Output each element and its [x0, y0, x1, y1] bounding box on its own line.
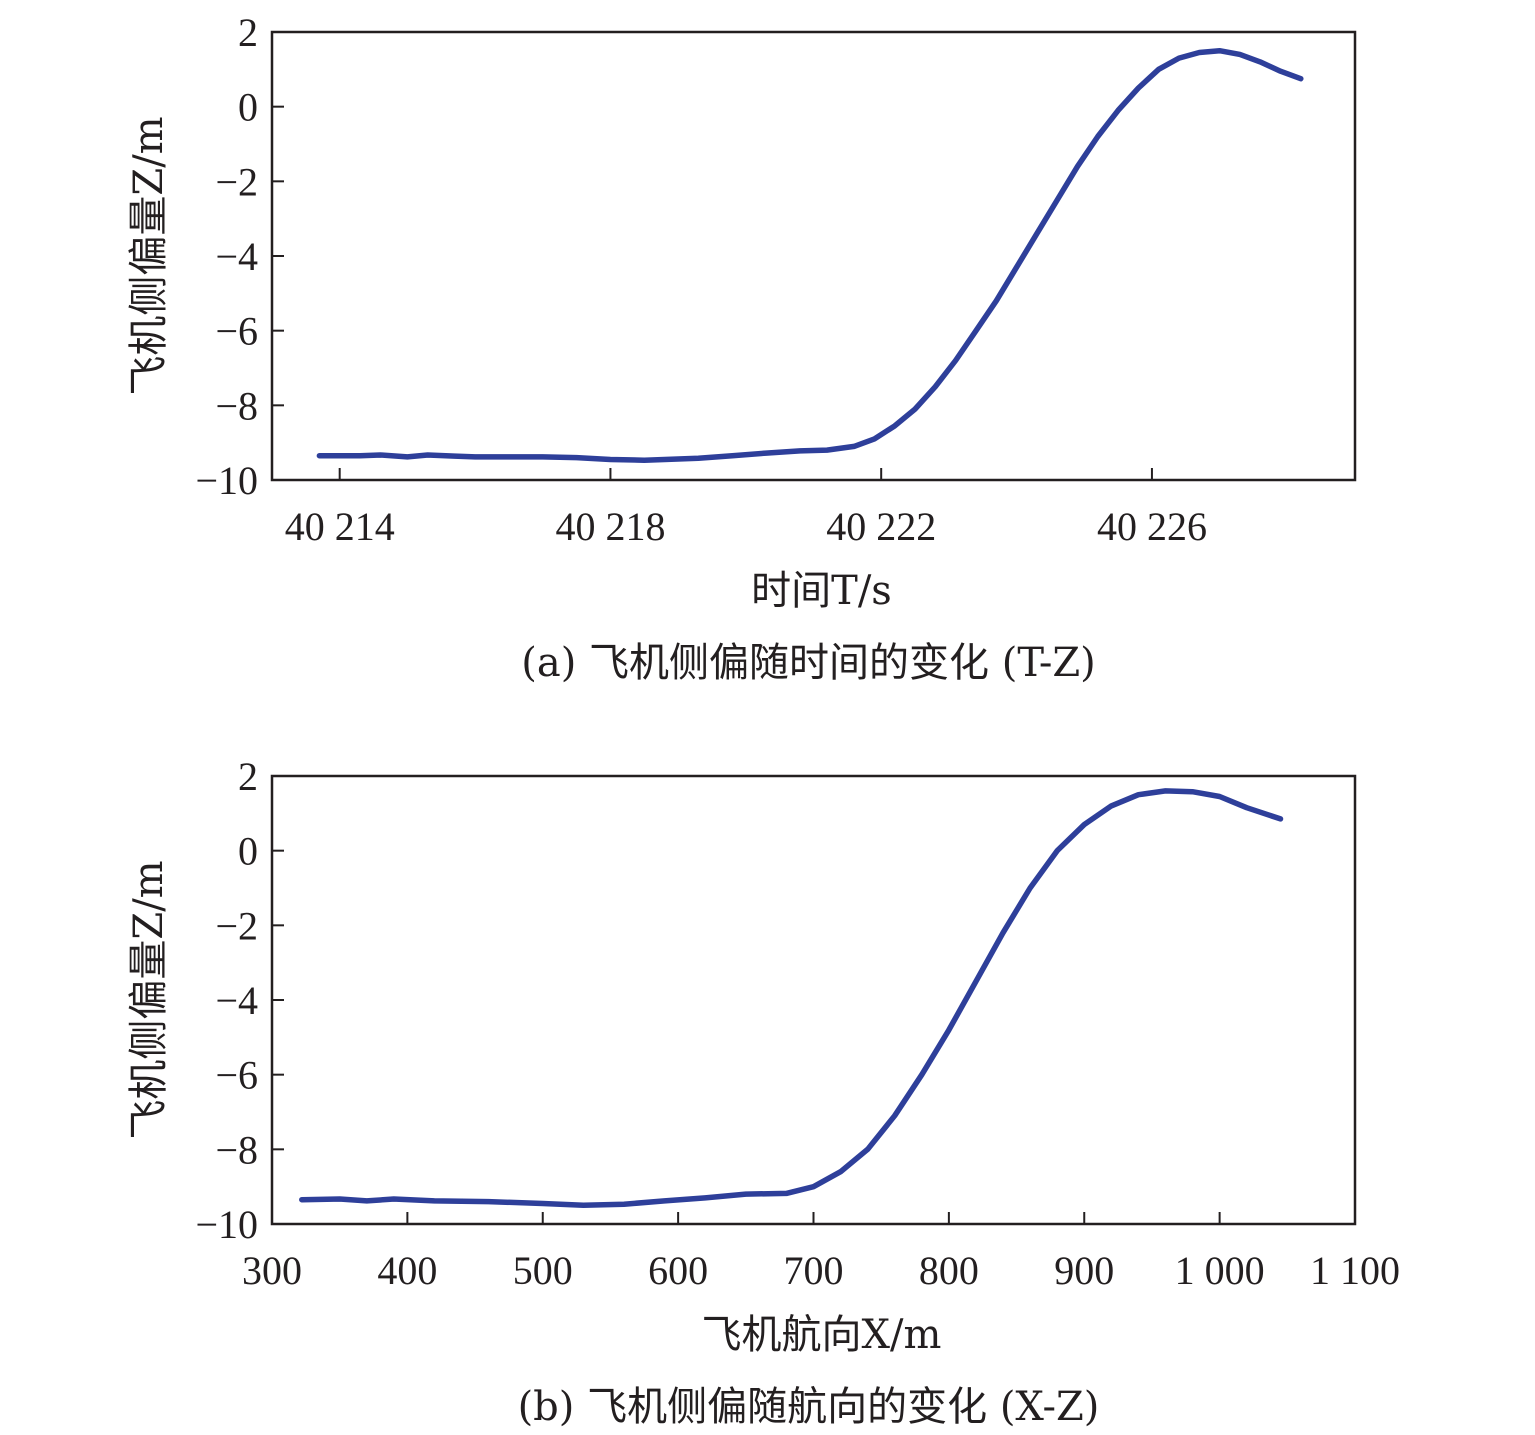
y-tick-label-b: 0	[238, 829, 258, 874]
x-tick-label-a: 40 214	[285, 504, 395, 549]
x-tick-label-b: 400	[377, 1248, 437, 1293]
x-tick-label-a: 40 226	[1097, 504, 1207, 549]
x-tick-label-b: 1 100	[1310, 1248, 1400, 1293]
y-axis-label-a: 飞机侧偏量Z/m	[126, 116, 172, 395]
y-tick-label-a: −8	[215, 383, 258, 428]
caption-a: (a) 飞机侧偏随时间的变化 (T-Z)	[521, 640, 1096, 686]
x-tick-label-a: 40 222	[826, 504, 936, 549]
caption-b: (b) 飞机侧偏随航向的变化 (X-Z)	[518, 1384, 1100, 1430]
series-line-b-0	[299, 788, 1284, 1209]
x-axis-label-b: 飞机航向X/m	[702, 1312, 942, 1358]
y-tick-label-b: −8	[215, 1127, 258, 1172]
x-axis-label-a: 时间T/s	[751, 568, 892, 614]
plot-frame-b	[270, 774, 1357, 1226]
y-tick-label-a: −10	[195, 458, 258, 503]
y-tick-label-a: 0	[238, 85, 258, 130]
chart-panel-a: 2 0 −2 −4 −6 −8 −10 40 214 40 218 40 222 40 226 时间T…	[126, 10, 1357, 686]
y-axis-label-b: 飞机侧偏量Z/m	[126, 860, 172, 1139]
y-tick-label-a: −2	[215, 159, 258, 204]
series-line-a-0	[316, 47, 1304, 463]
y-tick-label-b: −10	[195, 1202, 258, 1247]
x-tick-label-b: 300	[242, 1248, 302, 1293]
x-tick-label-a: 40 218	[555, 504, 665, 549]
x-tick-label-b: 800	[919, 1248, 979, 1293]
x-tick-label-b: 900	[1054, 1248, 1114, 1293]
y-tick-label-b: −2	[215, 903, 258, 948]
x-tick-label-b: 600	[648, 1248, 708, 1293]
y-tick-label-b: 2	[238, 754, 258, 799]
y-tick-label-a: 2	[238, 10, 258, 55]
x-tick-label-b: 1 000	[1175, 1248, 1265, 1293]
y-tick-label-a: −4	[215, 234, 258, 279]
x-tick-label-b: 700	[784, 1248, 844, 1293]
y-tick-label-a: −6	[215, 309, 258, 354]
y-tick-label-b: −6	[215, 1053, 258, 1098]
x-tick-label-b: 500	[513, 1248, 573, 1293]
plot-frame-a	[270, 30, 1357, 482]
y-tick-label-b: −4	[215, 978, 258, 1023]
